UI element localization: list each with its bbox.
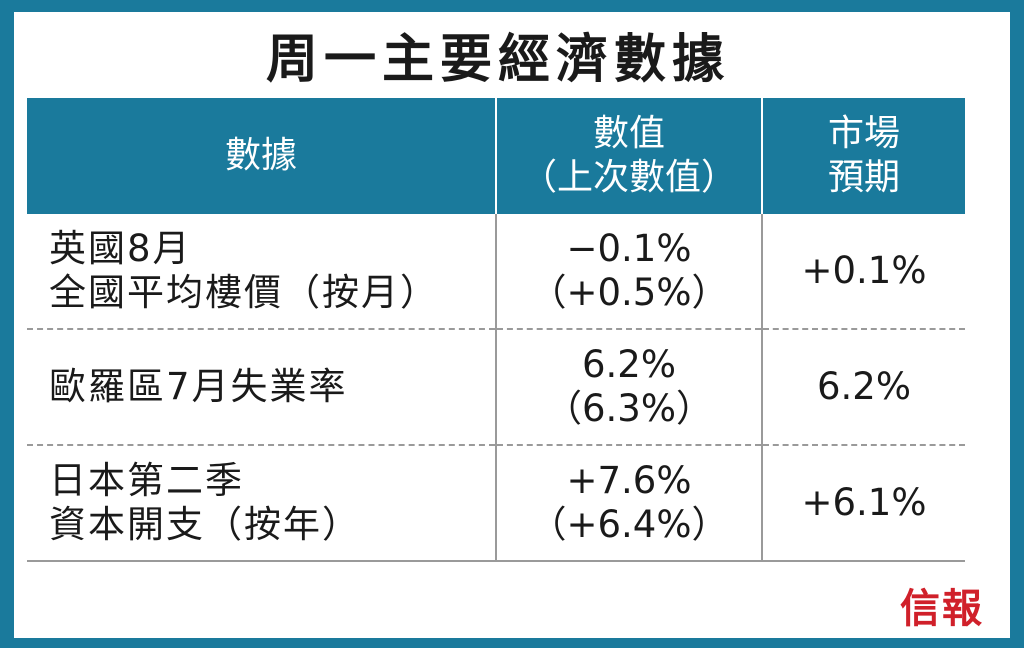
current-value: 6.2%	[582, 343, 676, 386]
row-label-line1: 英國8月	[49, 227, 192, 270]
header-value-label: 數值	[592, 113, 665, 154]
previous-value: （6.3%）	[545, 387, 713, 430]
row-value: −0.1% （+0.5%）	[495, 214, 762, 329]
row-value: 6.2% （6.3%）	[495, 328, 762, 445]
previous-value: （+0.5%）	[529, 271, 729, 314]
row-label-line1: 歐羅區7月失業率	[49, 365, 348, 408]
hkej-logo: 信報	[900, 585, 984, 632]
row-label-line2: 全國平均樓價（按月）	[49, 271, 439, 314]
table-row: 歐羅區7月失業率 6.2% （6.3%） 6.2%	[27, 328, 965, 445]
page-title: 周一主要經濟數據	[265, 30, 730, 90]
header-expected-line1: 市場	[827, 113, 900, 154]
header-data: 數據	[27, 98, 496, 214]
row-label-line1: 日本第二季	[49, 459, 244, 502]
header-expected: 市場 預期	[761, 98, 965, 214]
row-expected: +0.1%	[761, 214, 965, 329]
row-label-line2: 資本開支（按年）	[49, 503, 361, 546]
row-label: 歐羅區7月失業率	[27, 328, 496, 445]
economic-data-table: 數據 數值 （上次數值） 市場 預期 英國8月 全國平均樓價（按月） −0.1%…	[27, 98, 965, 562]
row-expected: +6.1%	[761, 444, 965, 562]
current-value: −0.1%	[566, 227, 692, 270]
row-label: 日本第二季 資本開支（按年）	[27, 444, 496, 562]
table-row: 日本第二季 資本開支（按年） +7.6% （+6.4%） +6.1%	[27, 444, 965, 562]
current-value: +7.6%	[566, 459, 692, 502]
header-value: 數值 （上次數值）	[495, 98, 762, 214]
header-data-label: 數據	[224, 135, 297, 176]
table-header-row: 數據 數值 （上次數值） 市場 預期	[27, 98, 965, 214]
previous-value: （+6.4%）	[529, 503, 729, 546]
row-expected: 6.2%	[761, 328, 965, 445]
header-expected-line2: 預期	[827, 157, 900, 198]
row-value: +7.6% （+6.4%）	[495, 444, 762, 562]
row-label: 英國8月 全國平均樓價（按月）	[27, 214, 496, 329]
header-previous-label: （上次數值）	[520, 157, 737, 198]
table-row: 英國8月 全國平均樓價（按月） −0.1% （+0.5%） +0.1%	[27, 214, 965, 329]
